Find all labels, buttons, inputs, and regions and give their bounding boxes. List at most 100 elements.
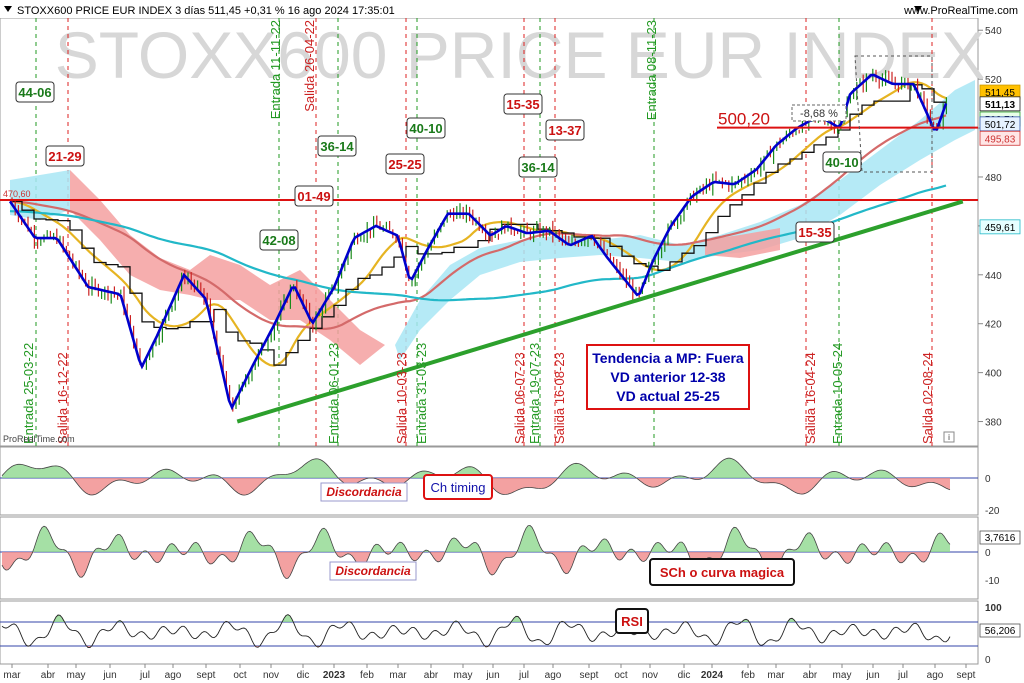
signal-box	[45, 145, 85, 167]
x-tick-label: jul	[139, 670, 150, 681]
price-tag-label: 501,72	[985, 120, 1016, 131]
signal-box-label: 40-10	[409, 121, 442, 136]
trend-box	[586, 344, 750, 410]
x-tick-label: mar	[3, 670, 21, 681]
signal-box	[385, 153, 425, 175]
ch-timing-positive	[2, 458, 950, 478]
price-tag-label: 495,83	[985, 134, 1016, 145]
rsi-value-tag	[979, 623, 1021, 638]
signal-box-label: 15-35	[506, 97, 539, 112]
signal-box-label: 25-25	[388, 157, 421, 172]
x-tick-label: jun	[865, 670, 879, 681]
x-tick-label: abr	[41, 670, 56, 681]
discordancia-label: Discordancia	[326, 485, 402, 499]
kumo-bear	[705, 228, 780, 258]
signal-box-label: 36-14	[521, 160, 555, 175]
brand-link[interactable]: www.ProRealTime.com	[903, 5, 1018, 17]
signal-text: Salida 16-08-23	[552, 352, 567, 444]
discordancia-box	[320, 482, 408, 502]
collapse-icon[interactable]	[4, 6, 12, 12]
prorealtime-tag: ProRealTime.com	[3, 434, 75, 444]
x-tick-label: 2023	[323, 670, 346, 681]
x-tick-label: feb	[741, 670, 755, 681]
trend-box-line: VD anterior 12-38	[610, 369, 725, 385]
signal-text: Salida 06-07-23	[512, 352, 527, 444]
discordancia-box	[329, 561, 417, 581]
ch-timing-box	[423, 474, 493, 500]
measure-box	[854, 55, 933, 173]
panel-tick-label: 0	[985, 474, 991, 485]
sma-long-line	[9, 184, 947, 302]
sch-value-label: 3,7616	[985, 533, 1016, 544]
panel-tick-label: -10	[985, 576, 1000, 587]
x-tick-label: dic	[678, 670, 691, 681]
signal-text: Entrada 08-11-23	[644, 20, 659, 120]
sch-line	[1, 524, 951, 579]
ch-timing-line	[1, 457, 951, 496]
x-tick-label: feb	[360, 670, 374, 681]
panel-tick-label: -20	[985, 506, 1000, 517]
sch-label: SCh o curva magica	[660, 565, 785, 580]
x-tick-label: jul	[518, 670, 529, 681]
signal-text: Entrada 10-05-24	[830, 343, 845, 444]
signal-box	[317, 135, 357, 157]
price-tag	[979, 116, 1021, 132]
pct-label: -8,68 %	[800, 108, 838, 120]
x-tick-label: nov	[263, 670, 279, 681]
signal-text: Entrada 25-03-22	[21, 343, 36, 444]
x-tick-label: ago	[545, 670, 562, 681]
rsi-box	[615, 608, 649, 634]
ch-timing-negative	[2, 478, 950, 496]
x-tick-label: sept	[957, 670, 976, 681]
rsi-line	[1, 614, 951, 649]
sma-mid-line	[9, 114, 947, 330]
x-tick-label: may	[454, 670, 473, 681]
signal-text: Salida 16-12-22	[55, 352, 70, 444]
y-tick-label: 440	[985, 271, 1002, 282]
panel-tick-label: 0	[985, 548, 991, 559]
x-tick-label: oct	[233, 670, 247, 681]
y-tick-label: 540	[985, 26, 1002, 37]
panel-tick-label: 100	[985, 603, 1002, 614]
price-line	[8, 73, 948, 411]
signal-text: Salida 02-08-24	[920, 352, 935, 444]
x-tick-label: mar	[767, 670, 785, 681]
signal-text: Salida 26-04-22	[302, 20, 317, 112]
sch-box	[649, 558, 795, 586]
x-tick-label: may	[67, 670, 86, 681]
signal-box-label: 42-08	[262, 233, 295, 248]
x-tick-label: jun	[102, 670, 116, 681]
signal-text: Entrada 11-11-22	[268, 20, 283, 119]
pct-box	[791, 104, 847, 122]
signal-box	[795, 221, 835, 243]
panel-tick-label: 0	[985, 655, 991, 666]
signal-text: Salida 16-04-24	[803, 352, 818, 444]
price-tag	[979, 219, 1021, 235]
x-tick-label: jun	[485, 670, 499, 681]
signal-box	[518, 156, 558, 178]
discordancia-label: Discordancia	[335, 564, 411, 578]
trendline	[236, 199, 964, 424]
x-tick-label: mar	[389, 670, 407, 681]
signal-box-label: 21-29	[48, 149, 81, 164]
x-tick-label: ago	[927, 670, 944, 681]
signal-box	[294, 185, 334, 207]
signal-box-label: 13-37	[548, 123, 581, 138]
signal-box	[545, 119, 585, 141]
x-tick-label: sept	[197, 670, 216, 681]
y-tick-label: 380	[985, 418, 1002, 429]
signal-box	[503, 93, 543, 115]
kumo-bear	[70, 170, 385, 365]
rsi-label: RSI	[621, 614, 643, 629]
info-icon	[943, 431, 955, 443]
header-bar	[0, 0, 1024, 18]
price-tag	[979, 96, 1021, 112]
signal-box	[259, 229, 299, 251]
sch-positive	[2, 525, 950, 552]
window-controls[interactable]	[914, 6, 922, 12]
signal-text: Entrada 06-01-23	[326, 343, 341, 444]
signal-text: Salida 10-03-23	[394, 352, 409, 444]
signal-text: Entrada 19-07-23	[527, 343, 542, 444]
y-tick-label: 480	[985, 173, 1002, 184]
